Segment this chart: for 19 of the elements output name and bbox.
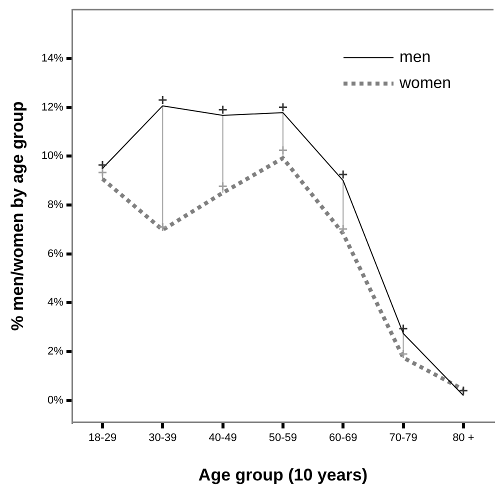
y-tick-label: 8% — [48, 199, 64, 212]
y-axis-title: % men/women by age group — [8, 101, 27, 331]
x-tick-label: 60-69 — [329, 432, 358, 444]
x-tick-label: 30-39 — [148, 432, 177, 444]
y-tick-label: 12% — [41, 101, 64, 114]
x-tick-label: 70-79 — [389, 432, 418, 444]
x-tick-label: 50-59 — [268, 432, 298, 444]
y-tick-label: 14% — [41, 52, 64, 64]
y-tick-label: 10% — [41, 150, 64, 162]
legend-label: men — [400, 49, 431, 66]
y-tick-label: 6% — [48, 248, 64, 260]
x-axis-title: Age group (10 years) — [198, 465, 368, 484]
x-tick-label: 80 + — [452, 432, 474, 444]
x-tick-label: 40-49 — [208, 432, 237, 444]
y-tick-label: 0% — [48, 394, 64, 406]
legend-label: women — [398, 75, 452, 92]
y-tick-label: 4% — [48, 296, 64, 309]
y-tick-label: 2% — [48, 346, 64, 358]
x-tick-label: 18-29 — [88, 432, 117, 444]
